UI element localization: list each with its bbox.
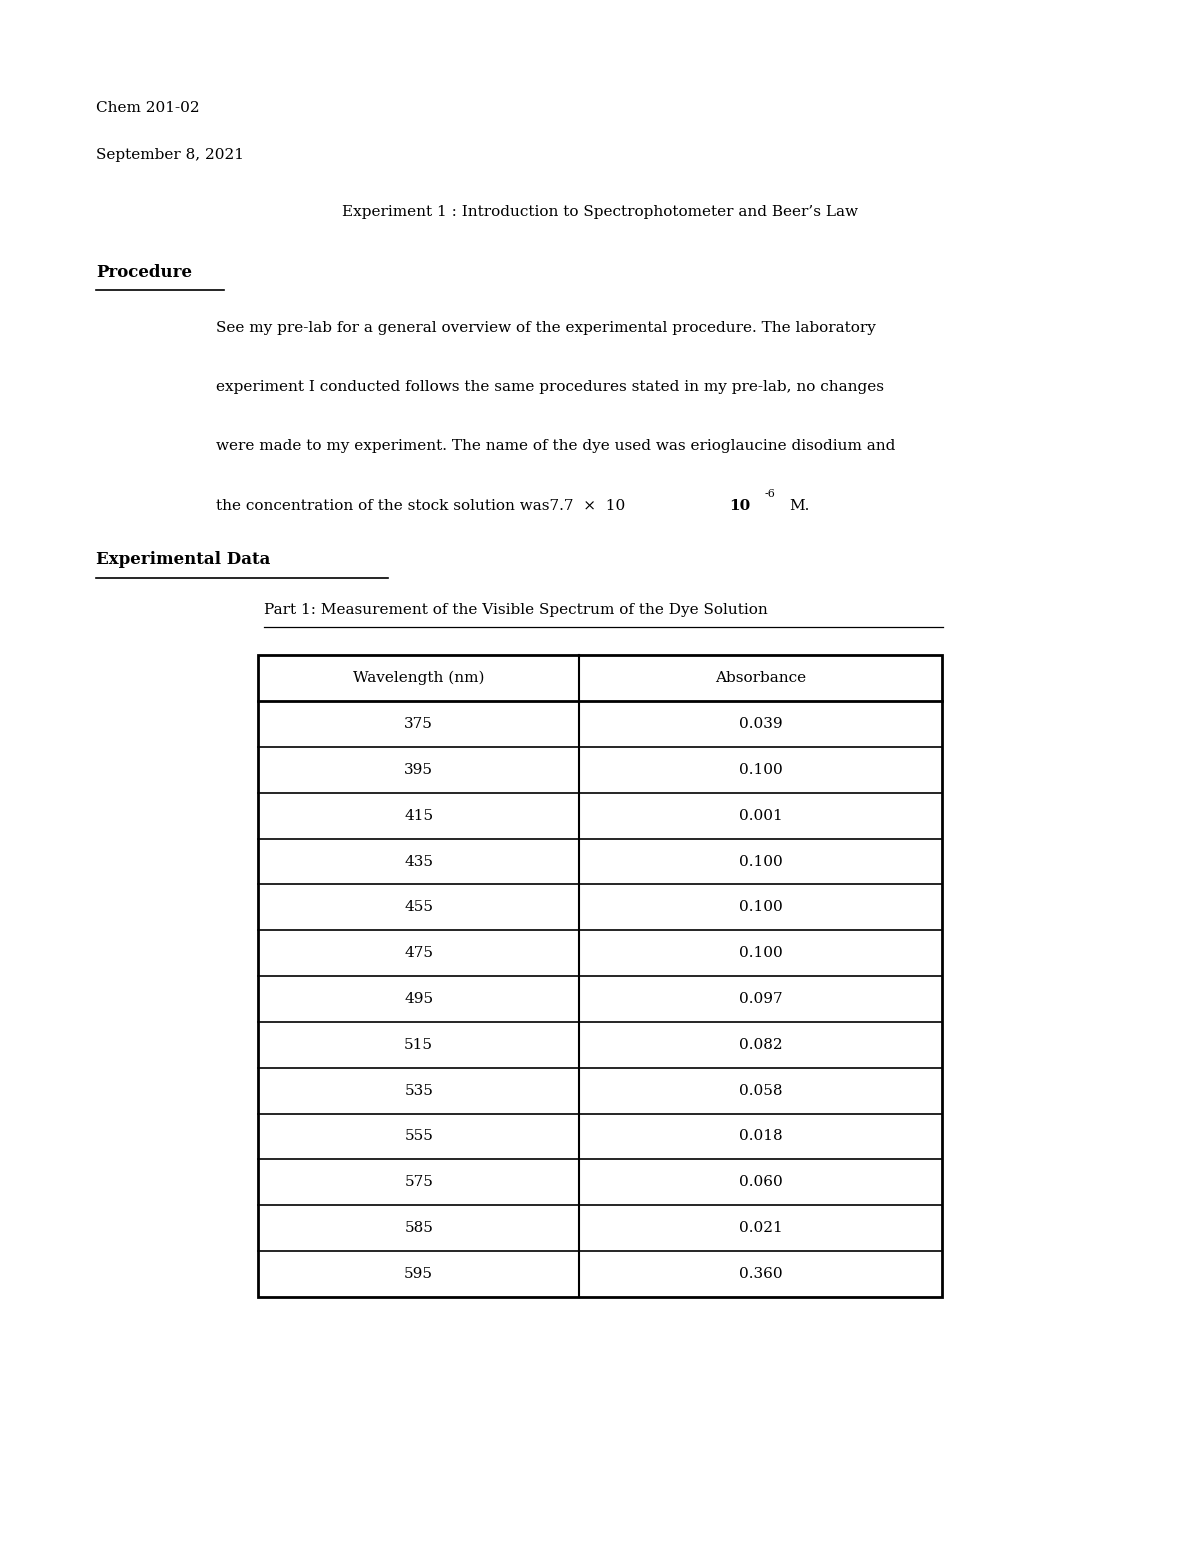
Text: September 8, 2021: September 8, 2021	[96, 148, 244, 162]
Text: 0.018: 0.018	[739, 1129, 782, 1143]
Text: 575: 575	[404, 1176, 433, 1190]
Text: 395: 395	[404, 763, 433, 776]
Text: 0.097: 0.097	[739, 992, 782, 1006]
Text: 0.039: 0.039	[739, 717, 782, 731]
Text: 515: 515	[404, 1037, 433, 1051]
Text: 0.100: 0.100	[739, 854, 782, 868]
Text: 585: 585	[404, 1221, 433, 1235]
Text: M.: M.	[790, 499, 810, 512]
Text: 0.058: 0.058	[739, 1084, 782, 1098]
Text: Chem 201-02: Chem 201-02	[96, 101, 199, 115]
Text: Experimental Data: Experimental Data	[96, 551, 270, 568]
Text: 555: 555	[404, 1129, 433, 1143]
Text: 435: 435	[404, 854, 433, 868]
Text: 595: 595	[404, 1267, 433, 1281]
Text: were made to my experiment. The name of the dye used was erioglaucine disodium a: were made to my experiment. The name of …	[216, 439, 895, 453]
Text: experiment I conducted follows the same procedures stated in my pre-lab, no chan: experiment I conducted follows the same …	[216, 380, 884, 394]
Text: See my pre-lab for a general overview of the experimental procedure. The laborat: See my pre-lab for a general overview of…	[216, 321, 876, 335]
Text: 495: 495	[404, 992, 433, 1006]
Text: the concentration of the stock solution was7.7  ×  10: the concentration of the stock solution …	[216, 499, 625, 512]
Text: 475: 475	[404, 946, 433, 960]
Text: 0.060: 0.060	[739, 1176, 782, 1190]
Text: Absorbance: Absorbance	[715, 671, 806, 685]
Text: 0.360: 0.360	[739, 1267, 782, 1281]
Text: 535: 535	[404, 1084, 433, 1098]
Text: 0.082: 0.082	[739, 1037, 782, 1051]
Text: 10: 10	[730, 499, 751, 512]
Text: Part 1: Measurement of the Visible Spectrum of the Dye Solution: Part 1: Measurement of the Visible Spect…	[264, 603, 768, 617]
Text: 0.100: 0.100	[739, 946, 782, 960]
Text: 0.001: 0.001	[739, 809, 782, 823]
Text: Procedure: Procedure	[96, 264, 192, 281]
Text: 0.100: 0.100	[739, 763, 782, 776]
Text: -6: -6	[764, 489, 775, 499]
Text: 0.021: 0.021	[739, 1221, 782, 1235]
Text: Wavelength (nm): Wavelength (nm)	[353, 671, 485, 685]
Bar	[258, 655, 942, 1297]
Text: 0.100: 0.100	[739, 901, 782, 915]
Text: 375: 375	[404, 717, 433, 731]
Text: 415: 415	[404, 809, 433, 823]
Text: Experiment 1 : Introduction to Spectrophotometer and Beer’s Law: Experiment 1 : Introduction to Spectroph…	[342, 205, 858, 219]
Text: 455: 455	[404, 901, 433, 915]
